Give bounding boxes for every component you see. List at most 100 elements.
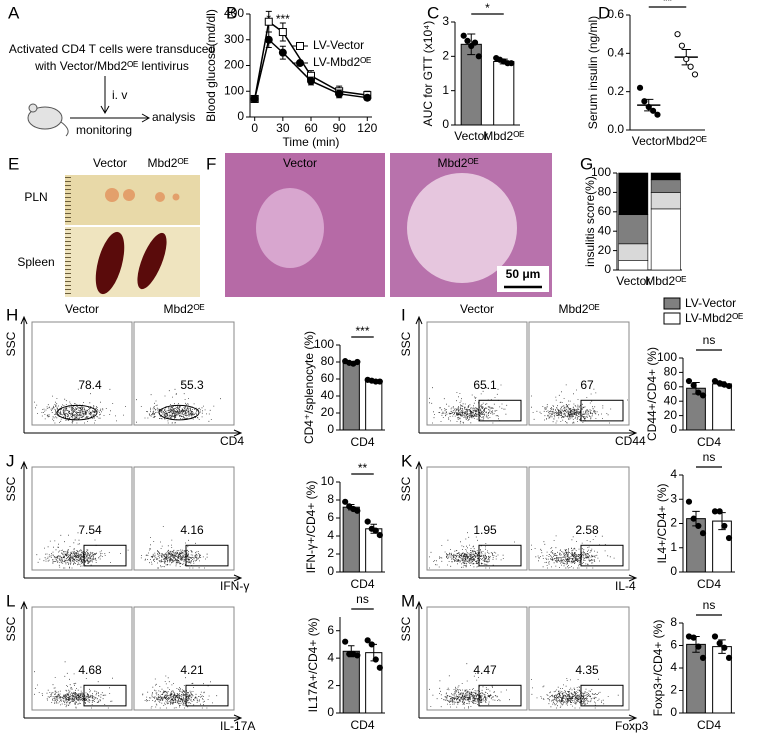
y-tick-label: 3 <box>670 491 677 505</box>
photo <box>65 227 200 297</box>
gate-value: 4.47 <box>473 663 497 677</box>
y-tick-label: 0 <box>670 564 677 578</box>
legend-swatch <box>663 312 681 325</box>
x-axis-label: CD44 <box>615 434 646 448</box>
panel-label: H <box>6 305 18 324</box>
schematic-text: i. v <box>112 88 127 102</box>
y-tick-label: 80 <box>664 365 678 379</box>
flow-frame <box>31 606 133 711</box>
x-tick-label: 90 <box>332 121 346 135</box>
data-point <box>699 392 707 399</box>
panel-label: F <box>206 154 216 173</box>
sig-label: ns <box>703 450 716 464</box>
schematic-text: with Vector/Mbd2ᴼᴱ lentivirus <box>34 59 189 73</box>
legend-label: LV-Mbd2ᴼᴱ <box>685 311 743 325</box>
point <box>307 76 315 85</box>
point <box>335 89 344 98</box>
sig-label: ** <box>358 461 368 475</box>
series-line <box>253 38 368 100</box>
gate <box>83 544 127 567</box>
data-point <box>687 63 694 70</box>
data-point <box>683 55 690 63</box>
x-tick-label: 120 <box>357 121 377 135</box>
panel-label: I <box>401 305 406 324</box>
y-tick-label: 100 <box>591 165 611 179</box>
photo <box>65 175 200 225</box>
mouse-icon <box>27 106 63 130</box>
y-axis-label: SSC <box>4 331 18 356</box>
y-axis-label: IL17A+/CD4+ (%) <box>306 618 320 713</box>
y-tick-label: 3 <box>442 14 449 28</box>
y-tick-label: 2 <box>327 546 334 560</box>
legend-swatch <box>663 297 681 310</box>
y-tick-label: 60 <box>598 204 612 218</box>
data-point <box>364 518 371 525</box>
data-point <box>678 42 685 49</box>
x-axis-label: Time (min) <box>283 135 340 149</box>
gate <box>185 684 229 707</box>
bar-segment <box>618 259 649 271</box>
x-tick-label: 0 <box>251 121 258 135</box>
y-tick-label: 100 <box>224 83 244 97</box>
data-point <box>645 103 652 111</box>
flow-events <box>429 663 510 709</box>
point <box>278 48 287 57</box>
point <box>250 94 259 103</box>
axis-arrow <box>415 460 638 582</box>
histology-f: Vector Mbd2ᴼᴱ 50 μm <box>225 153 552 297</box>
data-point <box>650 107 657 114</box>
data-point <box>695 643 702 650</box>
data-point <box>508 60 515 67</box>
x-tick-label: CD4 <box>697 435 721 449</box>
flow-frame <box>133 606 235 711</box>
gate-value: 78.4 <box>78 378 102 392</box>
y-tick-label: 200 <box>224 58 244 72</box>
y-tick-label: 2 <box>442 49 449 63</box>
data-point <box>691 71 699 78</box>
x-tick-label: Vector <box>454 129 488 143</box>
y-tick-label: 10 <box>321 474 335 488</box>
x-tick-label: Vector <box>632 134 666 148</box>
mouse-ear <box>28 103 38 113</box>
flow-frame <box>133 321 235 426</box>
y-axis-label: SSC <box>4 616 18 641</box>
panel-label: E <box>8 154 19 173</box>
y-tick-label: 0 <box>327 564 334 578</box>
data-point <box>721 644 728 651</box>
point <box>278 28 287 37</box>
panel-label: J <box>6 451 15 470</box>
gate <box>478 544 522 567</box>
column-label: Vector <box>460 302 494 316</box>
schematic-text: analysis <box>152 110 195 124</box>
y-tick-label: 0.2 <box>607 84 624 98</box>
flow-events <box>429 532 515 569</box>
gate-value: 67 <box>580 378 594 392</box>
bar <box>493 60 515 126</box>
x-tick-label: Mbd2ᴼᴱ <box>666 134 707 148</box>
data-point <box>690 382 697 389</box>
flow-frame <box>426 321 528 426</box>
column-label: Mbd2ᴼᴱ <box>437 156 478 170</box>
gate-value: 4.35 <box>575 663 599 677</box>
data-point <box>460 32 467 39</box>
y-tick-label: 1 <box>442 83 449 97</box>
data-point <box>699 654 707 661</box>
gate-value: 4.16 <box>180 523 204 537</box>
y-tick-label: 0.0 <box>607 122 624 136</box>
flow-events <box>140 526 208 569</box>
data-point <box>464 37 471 44</box>
y-tick-label: 2 <box>670 516 677 530</box>
flow-frame <box>133 466 235 571</box>
data-point <box>368 641 375 648</box>
gate <box>580 684 624 707</box>
flow-frame <box>528 466 630 571</box>
flow-events <box>142 675 218 709</box>
lymph-node <box>172 193 180 201</box>
y-tick-label: 0 <box>237 109 244 123</box>
gate <box>185 544 229 567</box>
y-axis-label: IFN-γ+/CD4+ (%) <box>304 481 318 574</box>
y-tick-label: 2 <box>327 678 334 692</box>
y-tick-label: 4 <box>670 660 677 674</box>
panel-label: M <box>401 591 415 610</box>
islet <box>407 173 517 283</box>
